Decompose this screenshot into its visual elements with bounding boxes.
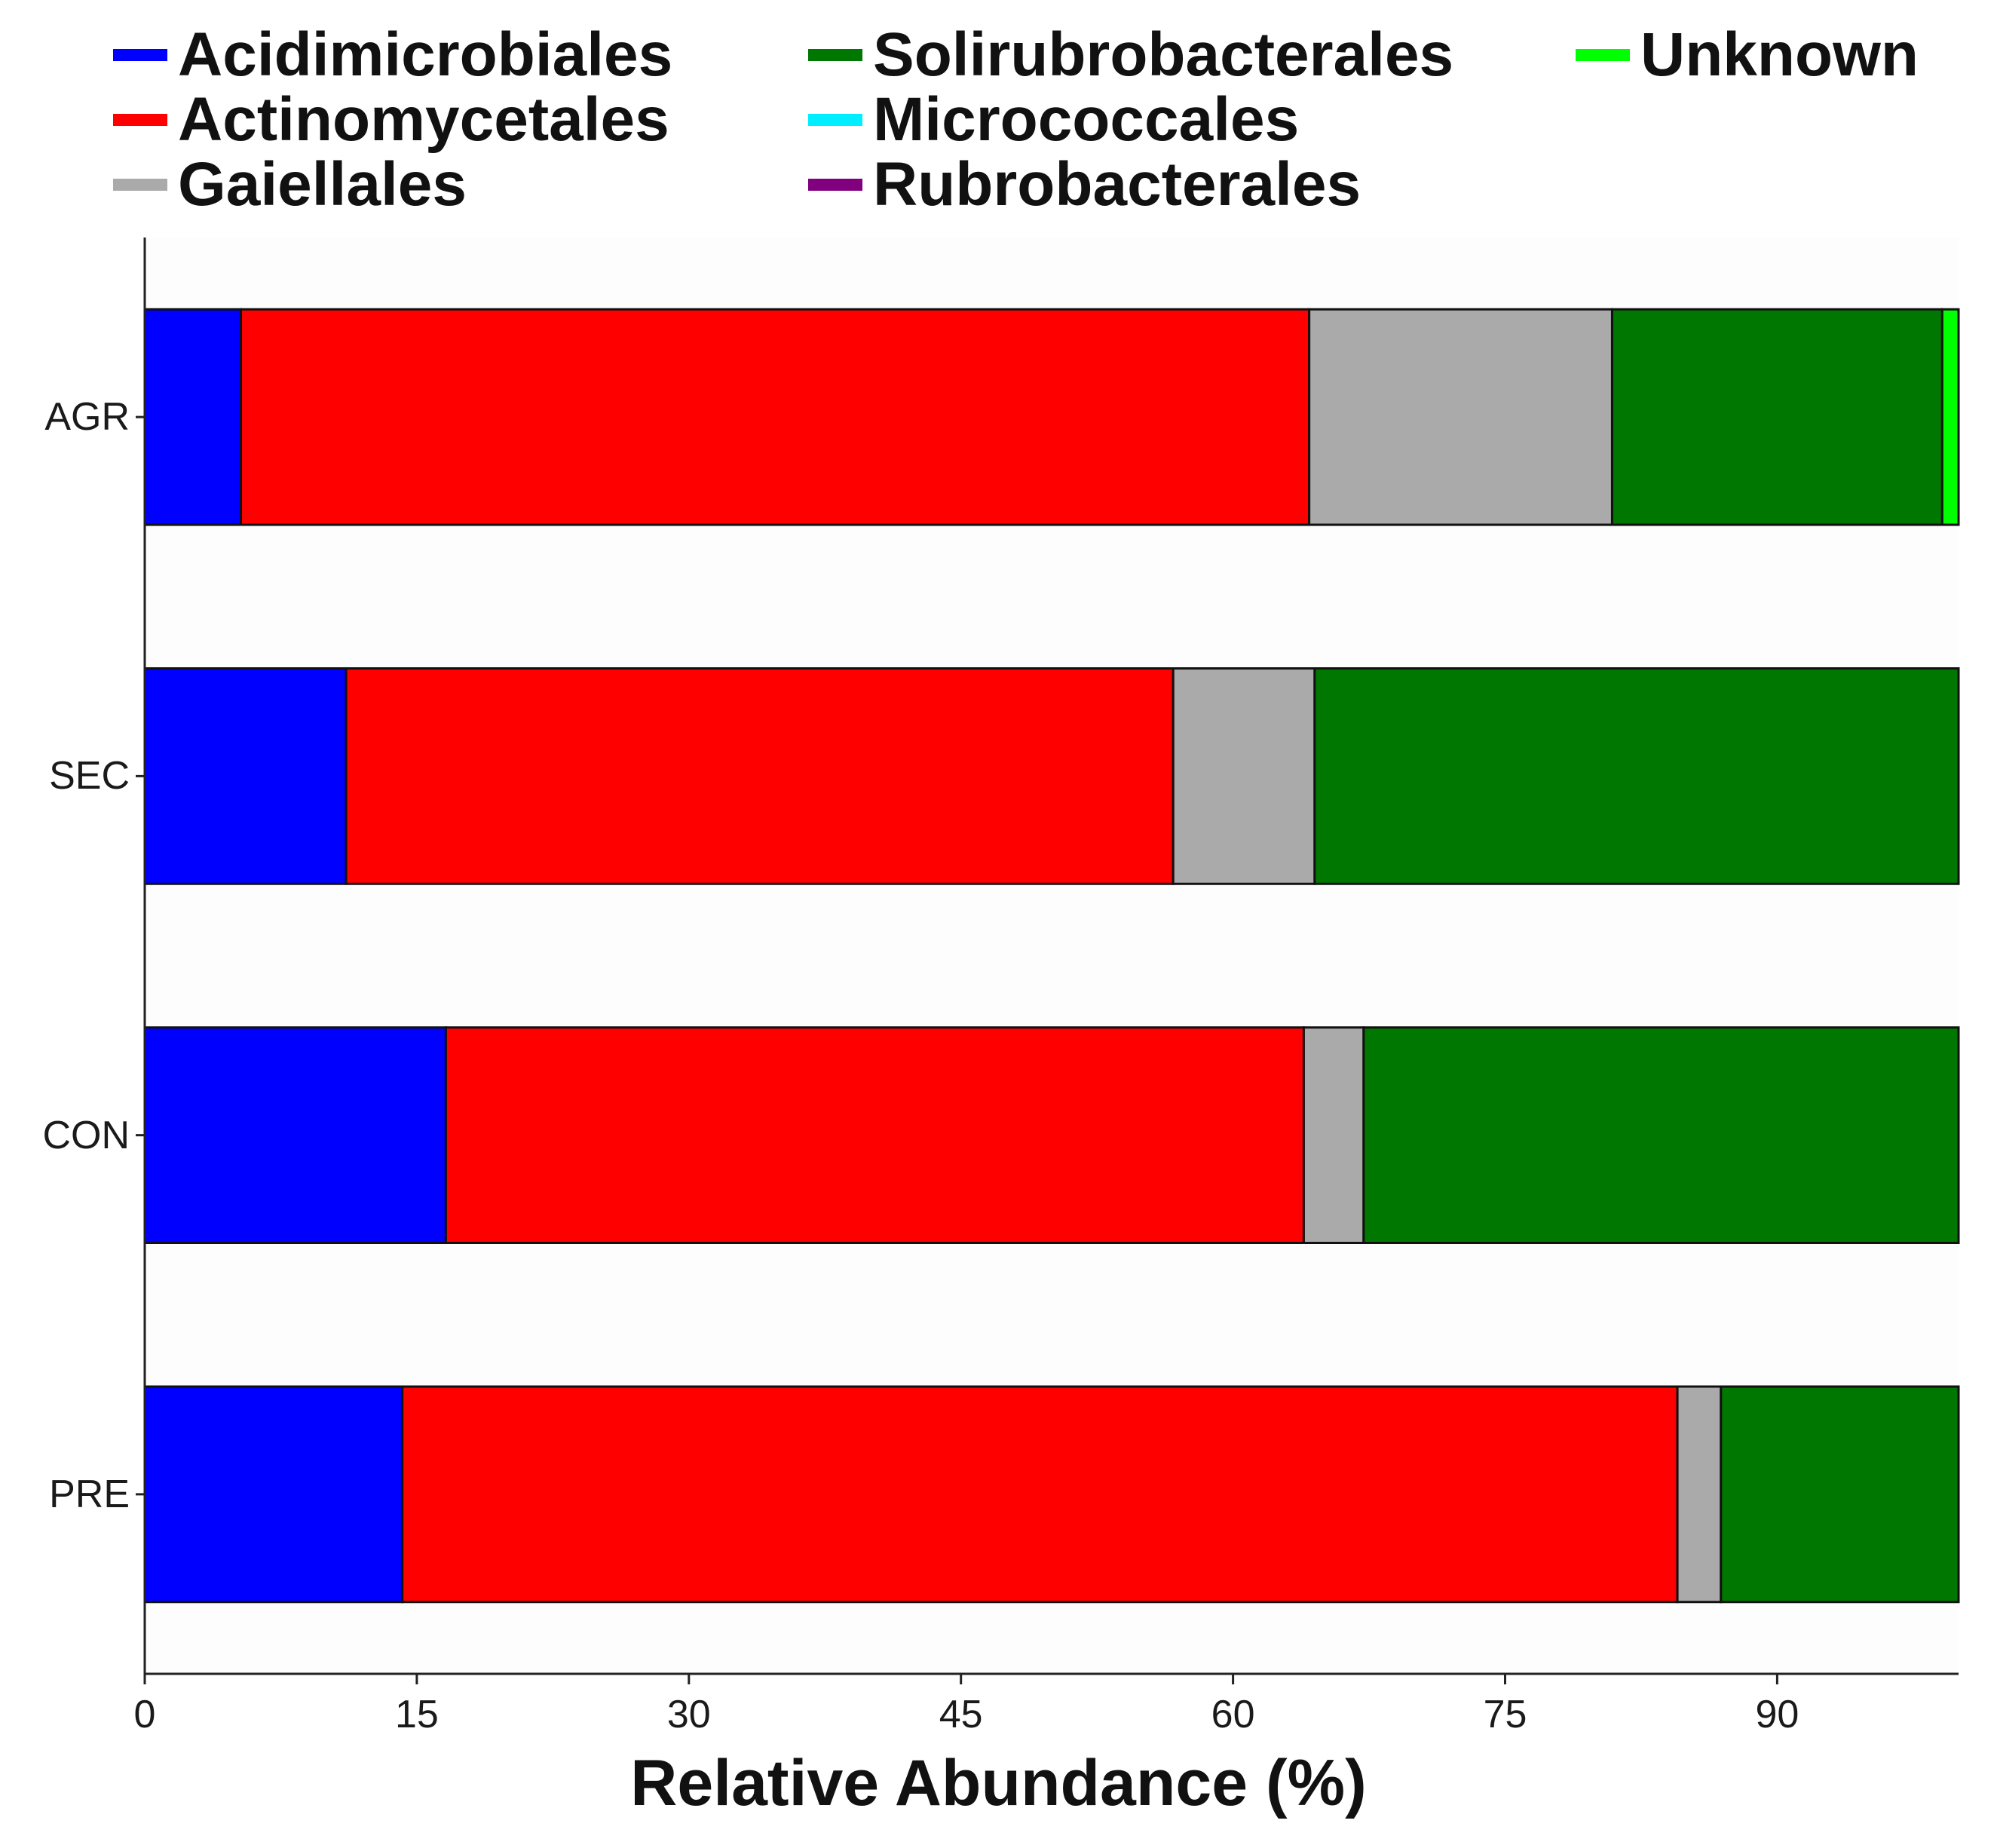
bar-segment-con-gaiellales	[1302, 1026, 1365, 1244]
bar-group-agr	[143, 308, 1960, 526]
bar-segment-pre-acidimicrobiales	[143, 1385, 404, 1604]
x-tick-label-0: 0	[133, 1693, 156, 1736]
x-tick-label-30: 30	[666, 1693, 711, 1736]
legend-label-unknown: Unknown	[1640, 20, 1919, 89]
bar-segment-sec-gaiellales	[1172, 667, 1316, 885]
bar-segment-agr-actinomycetales	[240, 308, 1311, 526]
y-tick-label-agr: AGR	[44, 395, 130, 440]
bar-segment-agr-solirubrobacterales	[1610, 308, 1943, 526]
legend-label-rubrobacterales: Rubrobacterales	[873, 150, 1361, 219]
legend-item-micrococcales: Micrococcales	[808, 87, 1299, 152]
bar-segment-pre-solirubrobacterales	[1720, 1385, 1960, 1604]
x-tick-label-75: 75	[1483, 1693, 1527, 1736]
bar-segment-con-solirubrobacterales	[1362, 1026, 1960, 1244]
legend-swatch-micrococcales	[808, 114, 862, 126]
x-tick-label-60: 60	[1211, 1693, 1255, 1736]
bar-segment-sec-solirubrobacterales	[1313, 667, 1960, 885]
legend-label-micrococcales: Micrococcales	[873, 85, 1300, 154]
bar-segment-agr-acidimicrobiales	[143, 308, 243, 526]
legend-label-gaiellales: Gaiellales	[178, 150, 467, 219]
bar-segment-sec-actinomycetales	[345, 667, 1175, 885]
legend-item-gaiellales: Gaiellales	[113, 152, 467, 217]
legend-item-actinomycetales: Actinomycetales	[113, 87, 669, 152]
legend-item-unknown: Unknown	[1576, 23, 1919, 87]
bar-segment-con-actinomycetales	[444, 1026, 1305, 1244]
legend-swatch-actinomycetales	[113, 114, 167, 126]
x-tick-label-90: 90	[1755, 1693, 1799, 1736]
legend-item-rubrobacterales: Rubrobacterales	[808, 152, 1361, 217]
bar-segment-con-acidimicrobiales	[143, 1026, 447, 1244]
bar-segment-pre-gaiellales	[1676, 1385, 1723, 1604]
legend-item-solirubrobacterales: Solirubrobacterales	[808, 23, 1453, 87]
legend-swatch-solirubrobacterales	[808, 49, 862, 61]
x-tick-label-15: 15	[394, 1693, 439, 1736]
legend: Acidimicrobiales Actinomycetales Gaiellale…	[113, 23, 1983, 241]
legend-label-solirubrobacterales: Solirubrobacterales	[873, 20, 1454, 89]
legend-swatch-acidimicrobiales	[113, 49, 167, 61]
legend-item-acidimicrobiales: Acidimicrobiales	[113, 23, 672, 87]
y-tick-label-sec: SEC	[49, 754, 130, 798]
legend-swatch-unknown	[1576, 49, 1630, 61]
bar-group-sec	[143, 667, 1960, 885]
bar-segment-agr-unknown	[1940, 308, 1960, 526]
bar-segment-pre-actinomycetales	[401, 1385, 1679, 1604]
legend-swatch-gaiellales	[113, 179, 167, 191]
legend-label-actinomycetales: Actinomycetales	[178, 85, 669, 154]
bar-group-pre	[143, 1385, 1960, 1604]
y-tick-label-pre: PRE	[49, 1472, 130, 1516]
x-axis-title: Relative Abundance (%)	[630, 1747, 1367, 1819]
bar-segment-sec-acidimicrobiales	[143, 667, 348, 885]
y-tick-label-con: CON	[42, 1113, 130, 1157]
legend-label-acidimicrobiales: Acidimicrobiales	[178, 20, 673, 89]
x-tick-label-45: 45	[939, 1693, 983, 1736]
legend-swatch-rubrobacterales	[808, 179, 862, 191]
bar-segment-agr-gaiellales	[1308, 308, 1613, 526]
bar-group-con	[143, 1026, 1960, 1244]
